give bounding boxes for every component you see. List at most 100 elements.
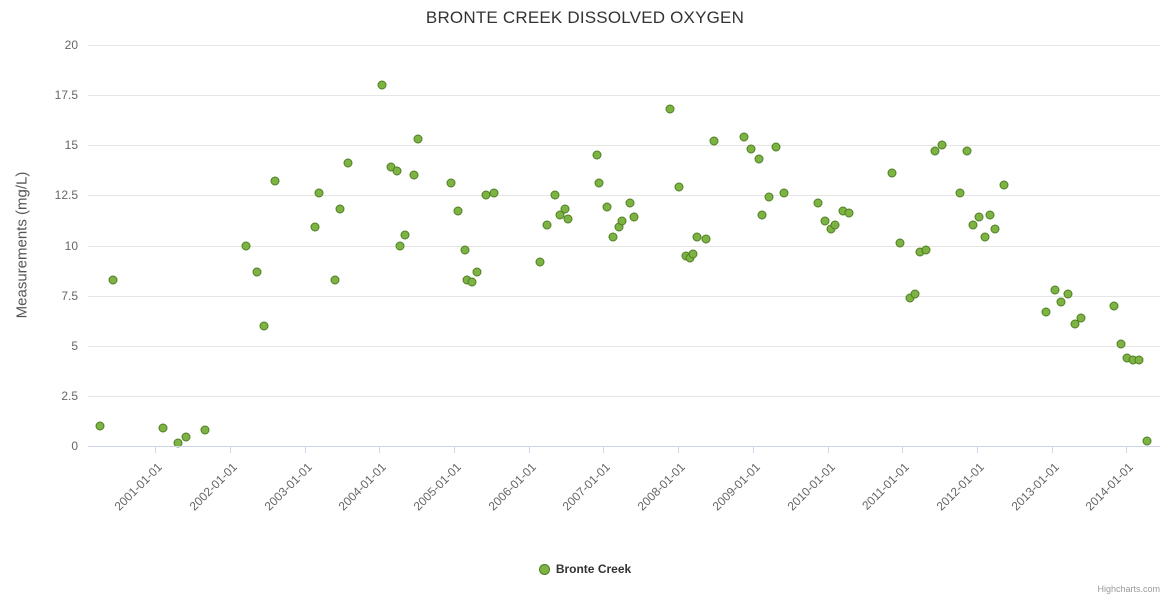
data-point[interactable] xyxy=(665,104,675,114)
data-point[interactable] xyxy=(608,232,618,242)
data-point[interactable] xyxy=(1076,313,1086,323)
data-point[interactable] xyxy=(310,222,320,232)
data-point[interactable] xyxy=(446,178,456,188)
data-point[interactable] xyxy=(1142,436,1152,446)
data-point[interactable] xyxy=(985,210,995,220)
data-point[interactable] xyxy=(259,321,269,331)
data-point[interactable] xyxy=(1109,301,1119,311)
data-point[interactable] xyxy=(937,140,947,150)
data-point[interactable] xyxy=(754,154,764,164)
data-point[interactable] xyxy=(453,206,463,216)
data-point[interactable] xyxy=(999,180,1009,190)
data-point[interactable] xyxy=(771,142,781,152)
data-point[interactable] xyxy=(542,220,552,230)
data-point[interactable] xyxy=(968,220,978,230)
data-point[interactable] xyxy=(395,241,405,250)
data-point[interactable] xyxy=(377,80,387,90)
data-point[interactable] xyxy=(980,232,990,242)
data-point[interactable] xyxy=(764,192,774,202)
gridline xyxy=(88,245,1160,247)
x-tick-mark xyxy=(155,447,157,453)
data-point[interactable] xyxy=(1116,339,1126,349)
legend[interactable]: Bronte Creek xyxy=(0,562,1170,576)
data-point[interactable] xyxy=(489,188,499,198)
data-point[interactable] xyxy=(629,212,639,222)
x-tick-label: 2008-01-01 xyxy=(634,460,689,514)
data-point[interactable] xyxy=(674,182,684,192)
data-point[interactable] xyxy=(617,216,627,226)
data-point[interactable] xyxy=(409,170,419,180)
x-tick-mark xyxy=(229,447,231,453)
data-point[interactable] xyxy=(830,220,840,230)
data-point[interactable] xyxy=(844,208,854,218)
data-point[interactable] xyxy=(560,204,570,214)
x-tick-mark xyxy=(827,447,829,453)
data-point[interactable] xyxy=(343,158,353,168)
data-point[interactable] xyxy=(895,238,905,248)
data-point[interactable] xyxy=(270,176,280,186)
data-point[interactable] xyxy=(746,144,756,154)
y-tick-label: 12.5 xyxy=(54,188,78,203)
gridline xyxy=(88,345,1160,347)
data-point[interactable] xyxy=(813,198,823,208)
data-point[interactable] xyxy=(1056,297,1066,307)
data-point[interactable] xyxy=(200,425,210,435)
data-point[interactable] xyxy=(602,202,612,212)
x-tick-label: 2005-01-01 xyxy=(410,460,464,514)
data-point[interactable] xyxy=(472,267,482,277)
data-point[interactable] xyxy=(535,257,545,267)
data-point[interactable] xyxy=(921,245,931,254)
data-point[interactable] xyxy=(550,190,560,200)
data-point[interactable] xyxy=(990,224,1000,234)
data-point[interactable] xyxy=(181,432,191,442)
x-tick-mark xyxy=(528,447,530,453)
data-point[interactable] xyxy=(335,204,345,214)
data-point[interactable] xyxy=(158,423,168,433)
data-point[interactable] xyxy=(688,249,698,259)
data-point[interactable] xyxy=(1050,285,1060,295)
data-point[interactable] xyxy=(1134,355,1144,365)
data-point[interactable] xyxy=(1070,319,1080,329)
x-tick-label: 2007-01-01 xyxy=(560,460,614,514)
data-point[interactable] xyxy=(955,188,965,198)
data-point[interactable] xyxy=(413,134,423,144)
data-point[interactable] xyxy=(910,289,920,299)
data-point[interactable] xyxy=(330,275,340,285)
highcharts-credits-link[interactable]: Highcharts.com xyxy=(1097,584,1160,594)
data-point[interactable] xyxy=(563,214,573,224)
x-tick-mark xyxy=(1126,447,1128,453)
data-point[interactable] xyxy=(692,232,702,242)
data-point[interactable] xyxy=(594,178,604,188)
x-axis-labels: 2001-01-01 2002-01-01 2003-01-01 2004-01-01… xyxy=(88,454,1160,564)
data-point[interactable] xyxy=(108,275,118,285)
x-tick-label: 2006-01-01 xyxy=(485,460,539,514)
gridline xyxy=(88,295,1160,297)
x-axis-line xyxy=(88,446,1160,447)
data-point[interactable] xyxy=(779,188,789,198)
x-tick-label: 2011-01-01 xyxy=(859,460,913,513)
data-point[interactable] xyxy=(1063,289,1073,299)
data-point[interactable] xyxy=(592,150,602,160)
data-point[interactable] xyxy=(95,421,105,431)
data-point[interactable] xyxy=(252,267,262,277)
data-point[interactable] xyxy=(314,188,324,198)
data-point[interactable] xyxy=(887,168,897,178)
data-point[interactable] xyxy=(820,216,830,226)
data-point[interactable] xyxy=(757,210,767,220)
data-point[interactable] xyxy=(241,241,251,250)
x-tick-label: 2014-01-01 xyxy=(1082,460,1137,514)
data-point[interactable] xyxy=(930,146,940,156)
data-point[interactable] xyxy=(460,245,470,254)
data-point[interactable] xyxy=(625,198,635,208)
x-tick-mark xyxy=(678,447,680,453)
data-point[interactable] xyxy=(701,234,711,244)
data-point[interactable] xyxy=(1041,307,1051,317)
data-point[interactable] xyxy=(709,136,719,146)
data-point[interactable] xyxy=(974,212,984,222)
data-point[interactable] xyxy=(467,277,477,287)
data-point[interactable] xyxy=(962,146,972,156)
data-point[interactable] xyxy=(739,132,749,142)
data-point[interactable] xyxy=(400,230,410,240)
x-tick-label: 2012-01-01 xyxy=(933,460,987,514)
data-point[interactable] xyxy=(392,166,401,176)
